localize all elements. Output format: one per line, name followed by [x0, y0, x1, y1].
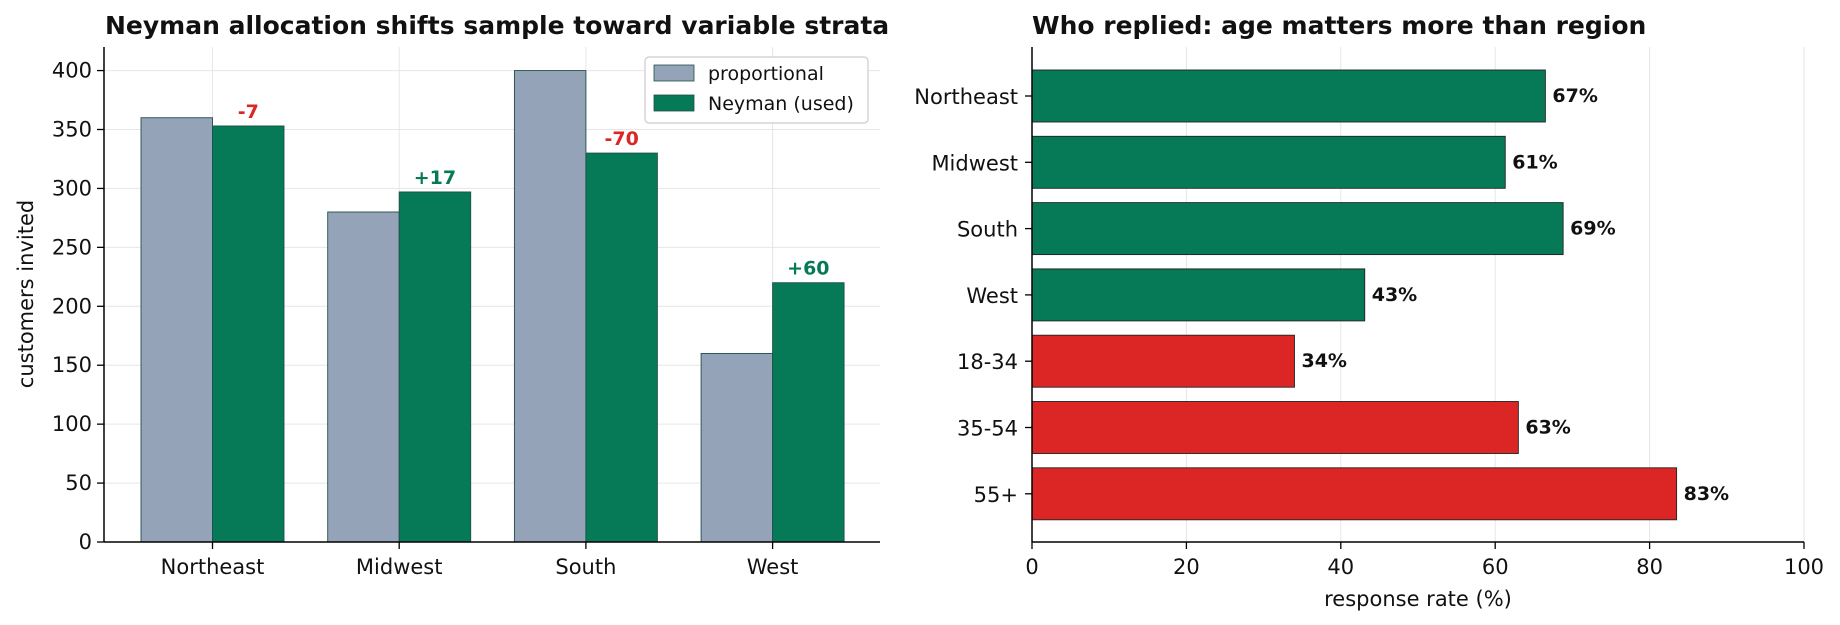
bar-proportional-south: [513, 70, 587, 543]
right-ytick-label-18-34: 18-34: [957, 350, 1018, 374]
legend-label-neyman: Neyman (used): [708, 93, 854, 115]
left-ytick-label-100: 100: [52, 412, 92, 436]
value-label-northeast: 67%: [1552, 85, 1597, 107]
value-label-18-34: 34%: [1301, 350, 1346, 372]
left-bars: [140, 70, 845, 543]
legend-frame: [644, 56, 869, 124]
right-x-axis-label: response rate (%): [1324, 587, 1512, 611]
right-x-ticks: 0 20 40 60 80 100: [1025, 542, 1824, 579]
right-y-ticks: Northeast Midwest South West 18-34 35-54 55+: [914, 85, 1032, 507]
right-xtick-label-40: 40: [1327, 555, 1354, 579]
left-ytick-label-400: 400: [52, 59, 92, 83]
bar-neyman-used-midwest: [398, 191, 472, 543]
allocation-chart: Neyman allocation shifts sample toward v…: [14, 11, 889, 579]
hbar-35-54: [1031, 401, 1519, 454]
value-label-midwest: 61%: [1512, 151, 1557, 173]
right-ytick-label-northeast: Northeast: [914, 85, 1018, 109]
left-ytick-label-0: 0: [79, 530, 92, 554]
left-chart-title: Neyman allocation shifts sample toward v…: [105, 11, 889, 40]
left-y-ticks: 0 50 100 150 200 250 300 350 400: [52, 59, 104, 554]
left-ytick-label-50: 50: [65, 471, 92, 495]
right-chart-title: Who replied: age matters more than regio…: [1032, 11, 1646, 40]
right-xtick-label-0: 0: [1025, 555, 1038, 579]
left-ytick-label-300: 300: [52, 176, 92, 200]
right-xtick-label-20: 20: [1173, 555, 1200, 579]
left-ytick-label-200: 200: [52, 294, 92, 318]
left-xtick-label-midwest: Midwest: [356, 555, 443, 579]
right-xtick-label-80: 80: [1636, 555, 1663, 579]
legend-swatch-neyman: [653, 94, 695, 112]
right-ytick-label-35-54: 35-54: [957, 417, 1018, 441]
diff-label-west: +60: [787, 258, 829, 280]
bar-proportional-northeast: [140, 117, 213, 543]
hbar-55: [1031, 467, 1678, 521]
left-y-axis-label: customers invited: [14, 200, 38, 388]
left-x-ticks: Northeast Midwest South West: [161, 542, 799, 579]
legend-label-proportional: proportional: [708, 63, 824, 85]
left-xtick-label-west: West: [747, 555, 799, 579]
value-label-south: 69%: [1570, 218, 1615, 240]
legend: proportional Neyman (used): [644, 56, 869, 124]
value-label-west: 43%: [1372, 284, 1417, 306]
diff-label-midwest: +17: [414, 167, 456, 189]
left-ytick-label-150: 150: [52, 353, 92, 377]
hbar-18-34: [1031, 334, 1295, 388]
value-label-55: 83%: [1684, 483, 1729, 505]
left-ytick-label-350: 350: [52, 118, 92, 142]
bar-proportional-west: [700, 352, 774, 543]
right-ytick-label-south: South: [957, 218, 1018, 242]
right-bars: [1031, 69, 1678, 521]
right-ytick-label-55: 55+: [974, 483, 1018, 507]
left-xtick-label-south: South: [555, 555, 616, 579]
right-xtick-label-60: 60: [1482, 555, 1509, 579]
right-value-labels: 67% 61% 69% 43% 34% 63% 83%: [1301, 85, 1729, 505]
right-ytick-label-midwest: Midwest: [931, 151, 1018, 175]
hbar-west: [1031, 268, 1366, 322]
diff-label-south: -70: [604, 128, 638, 150]
legend-swatch-proportional: [653, 64, 695, 82]
value-label-35-54: 63%: [1525, 417, 1570, 439]
left-difference-labels: -7 +17 -70 +60: [238, 101, 830, 280]
left-xtick-label-northeast: Northeast: [161, 555, 265, 579]
bar-proportional-midwest: [327, 211, 400, 543]
response-rate-chart: Who replied: age matters more than regio…: [914, 11, 1824, 611]
bar-neyman-used-northeast: [212, 125, 285, 543]
bar-neyman-used-south: [585, 152, 658, 543]
right-xtick-label-100: 100: [1784, 555, 1824, 579]
diff-label-northeast: -7: [238, 101, 259, 123]
hbar-midwest: [1031, 135, 1506, 189]
right-ytick-label-west: West: [966, 284, 1018, 308]
hbar-south: [1031, 202, 1564, 256]
left-ytick-label-250: 250: [52, 235, 92, 259]
bar-neyman-used-west: [772, 282, 845, 543]
hbar-northeast: [1031, 69, 1546, 123]
